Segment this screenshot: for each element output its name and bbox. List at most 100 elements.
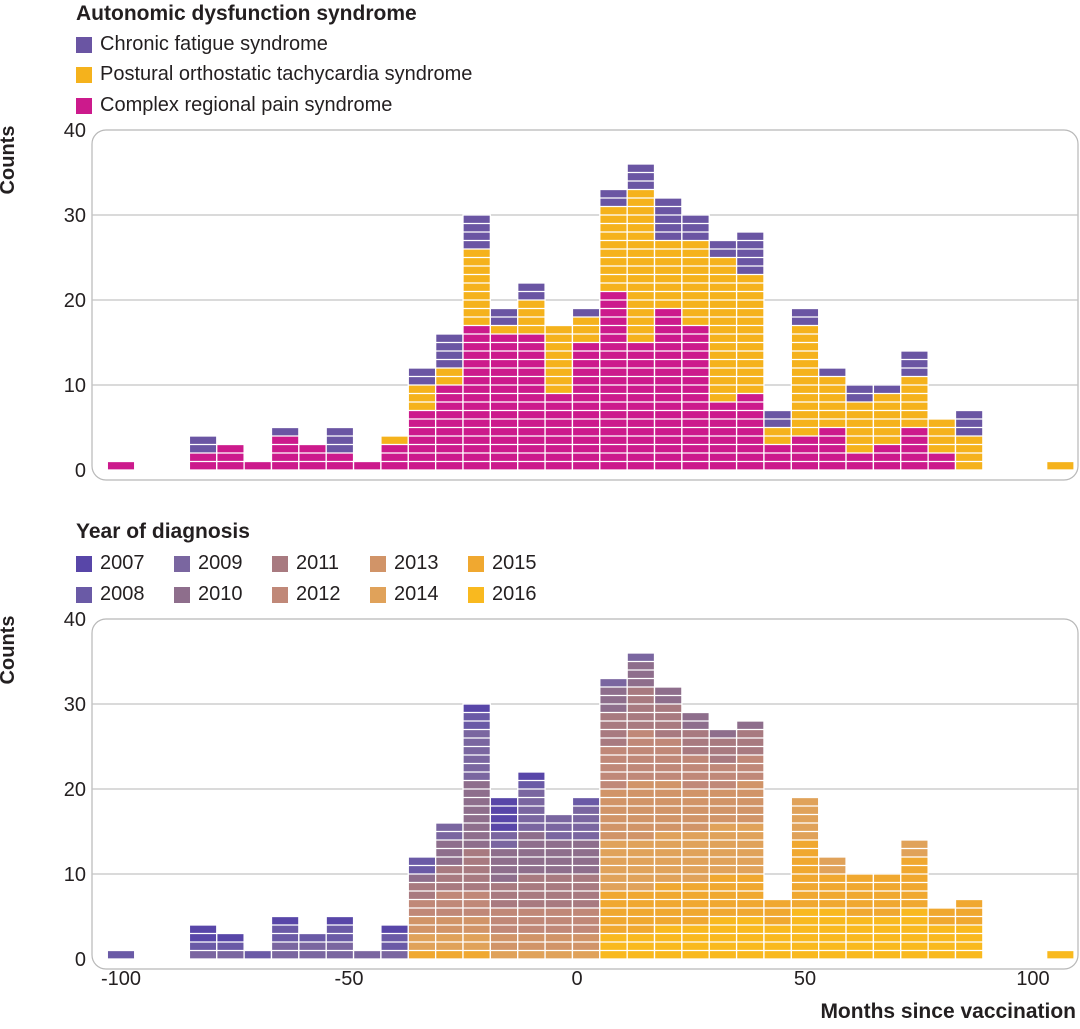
- bar-segment: 2011: 3: [709, 738, 737, 764]
- bar-outline: [735, 231, 765, 471]
- legend-item-chronic-fatigue: Chronic fatigue syndrome: [76, 33, 328, 56]
- bar-segment: Chronic fatigue syndrome: 5: [654, 198, 682, 241]
- legend-label: 2016: [492, 583, 537, 605]
- bar-segment: 2007: 1: [326, 916, 354, 925]
- bar-segment: Complex regional pain syndrome: 17: [463, 325, 491, 470]
- bar-segment: 2007: 1: [271, 916, 299, 925]
- bar-segment: Complex regional pain syndrome: 15: [627, 342, 655, 470]
- bar-segment: Chronic fatigue syndrome: 1: [818, 368, 847, 377]
- bar-segment: Complex regional pain syndrome: 17: [681, 325, 710, 470]
- bar-segment: 2012: 5: [654, 738, 682, 781]
- bar-segment: 2009: 1: [380, 950, 409, 959]
- bar-segment: 2010: 5: [517, 831, 546, 874]
- bar-segment: 2016: 5: [873, 916, 901, 959]
- bar-segment: Complex regional pain syndrome: 3: [380, 444, 409, 470]
- bar-segment: 2007: 1: [216, 933, 245, 942]
- bar-segment: Chronic fatigue syndrome: 1: [271, 427, 299, 436]
- bar-segment: 2012: 3: [463, 891, 491, 917]
- bar-outline: [106, 460, 136, 471]
- bar-segment: 2009: 1: [189, 950, 217, 959]
- bar-segment: 2008: 1: [216, 942, 245, 951]
- bar-segment: 2007: 1: [517, 772, 546, 781]
- bar-segment: Complex regional pain syndrome: 19: [654, 308, 682, 470]
- bar-segment: 2013: 7: [627, 780, 655, 840]
- bar-segment: Complex regional pain syndrome: 9: [736, 393, 764, 470]
- legend-label: Chronic fatigue syndrome: [100, 33, 328, 55]
- bar-segment: Chronic fatigue syndrome: 3: [326, 427, 354, 453]
- bar-outline: [954, 898, 984, 960]
- bar-outline: [1046, 460, 1075, 471]
- bar-segment: 2010: 1: [408, 874, 436, 883]
- bar-segment: 2015: 5: [627, 891, 655, 934]
- bar-segment: 2012: 3: [517, 908, 546, 934]
- legend-swatch: [76, 97, 92, 114]
- legend-label: 2013: [394, 552, 439, 574]
- bar-segment: Complex regional pain syndrome: 3: [216, 444, 245, 470]
- legend-item-2008: 2008: [76, 583, 145, 606]
- bar-segment: 2013: 5: [681, 789, 710, 832]
- legend-item-2016: 2016: [468, 583, 537, 606]
- legend-swatch: [468, 586, 484, 603]
- legend-swatch: [174, 586, 190, 603]
- x-tick-label: -100: [101, 968, 141, 990]
- bar-segment: 2012: 3: [736, 755, 764, 781]
- y-tick-label: 10: [64, 375, 86, 397]
- bar-segment: 2010: 1: [709, 729, 737, 738]
- bar-segment: 2009: 1: [216, 950, 245, 959]
- bar-segment: Postural orthostatic tachycardia syndrom…: [380, 436, 409, 445]
- y-tick-label: 10: [64, 864, 86, 886]
- bar-segment: 2010: 1: [736, 721, 764, 730]
- bar-segment: 2008: 1: [572, 797, 600, 806]
- bar-segment: 2016: 5: [846, 916, 874, 959]
- bar-outline: [325, 426, 355, 471]
- plot-frame: [91, 129, 1079, 481]
- legend-item-2014: 2014: [370, 583, 439, 606]
- bar-segment: Postural orthostatic tachycardia syndrom…: [572, 317, 600, 343]
- bar-segment: 2015: 1: [435, 950, 463, 959]
- bar-segment: 2014: 5: [791, 797, 819, 840]
- bar-segment: 2007: 1: [380, 925, 409, 934]
- bar-segment: Complex regional pain syndrome: 15: [572, 342, 600, 470]
- bar-outline: [325, 915, 355, 960]
- y-tick-label: 0: [75, 949, 86, 971]
- bar-outline: [216, 443, 245, 471]
- bar-segment: 2016: 5: [709, 916, 737, 959]
- bar-segment: 2015: 1: [463, 950, 491, 959]
- x-tick-label: 100: [1016, 968, 1049, 990]
- bar-segment: Chronic fatigue syndrome: 3: [681, 215, 710, 241]
- bar-segment: 2009: 1: [353, 950, 381, 959]
- y-tick-label: 20: [64, 779, 86, 801]
- bar-segment: Complex regional pain syndrome: 5: [900, 427, 929, 470]
- legend-swatch: [468, 555, 484, 572]
- bar-segment: 2012: 3: [435, 891, 463, 917]
- bar-segment: 2012: 3: [545, 908, 573, 934]
- legend-swatch: [76, 66, 92, 83]
- bar-segment: Postural orthostatic tachycardia syndrom…: [463, 249, 491, 326]
- bar-outline: [900, 839, 929, 960]
- bar-segment: 2010: 3: [599, 687, 628, 713]
- legend-item-2007: 2007: [76, 552, 145, 575]
- bar-segment: 2011: 3: [736, 729, 764, 755]
- bar-segment: Postural orthostatic tachycardia syndrom…: [709, 257, 737, 402]
- bar-segment: Complex regional pain syndrome: 1: [107, 461, 135, 470]
- bar-segment: Complex regional pain syndrome: 3: [873, 444, 901, 470]
- bar-segment: Postural orthostatic tachycardia syndrom…: [1046, 461, 1075, 470]
- bar-segment: 2015: 5: [681, 882, 710, 925]
- legend-item-2015: 2015: [468, 552, 537, 575]
- legend-label: 2008: [100, 583, 145, 605]
- bar-segment: 2011: 3: [490, 882, 518, 908]
- bar-segment: 2014: 1: [490, 950, 518, 959]
- bar-segment: 2008: 1: [244, 950, 272, 959]
- bar-segment: Postural orthostatic tachycardia syndrom…: [791, 325, 819, 436]
- y-tick-label: 20: [64, 290, 86, 312]
- y-axis-label: Counts: [0, 126, 19, 195]
- bar-segment: 2009: 5: [517, 789, 546, 832]
- bar-segment: Complex regional pain syndrome: 1: [244, 461, 272, 470]
- legend-label: 2014: [394, 583, 439, 605]
- bar-segment: 2008: 1: [517, 780, 546, 789]
- bar-segment: 2009: 1: [599, 678, 628, 687]
- bar-segment: Chronic fatigue syndrome: 1: [572, 308, 600, 317]
- bar-segment: 2012: 3: [572, 908, 600, 934]
- bar-segment: Complex regional pain syndrome: 1: [353, 461, 381, 470]
- legend-item-2010: 2010: [174, 583, 243, 606]
